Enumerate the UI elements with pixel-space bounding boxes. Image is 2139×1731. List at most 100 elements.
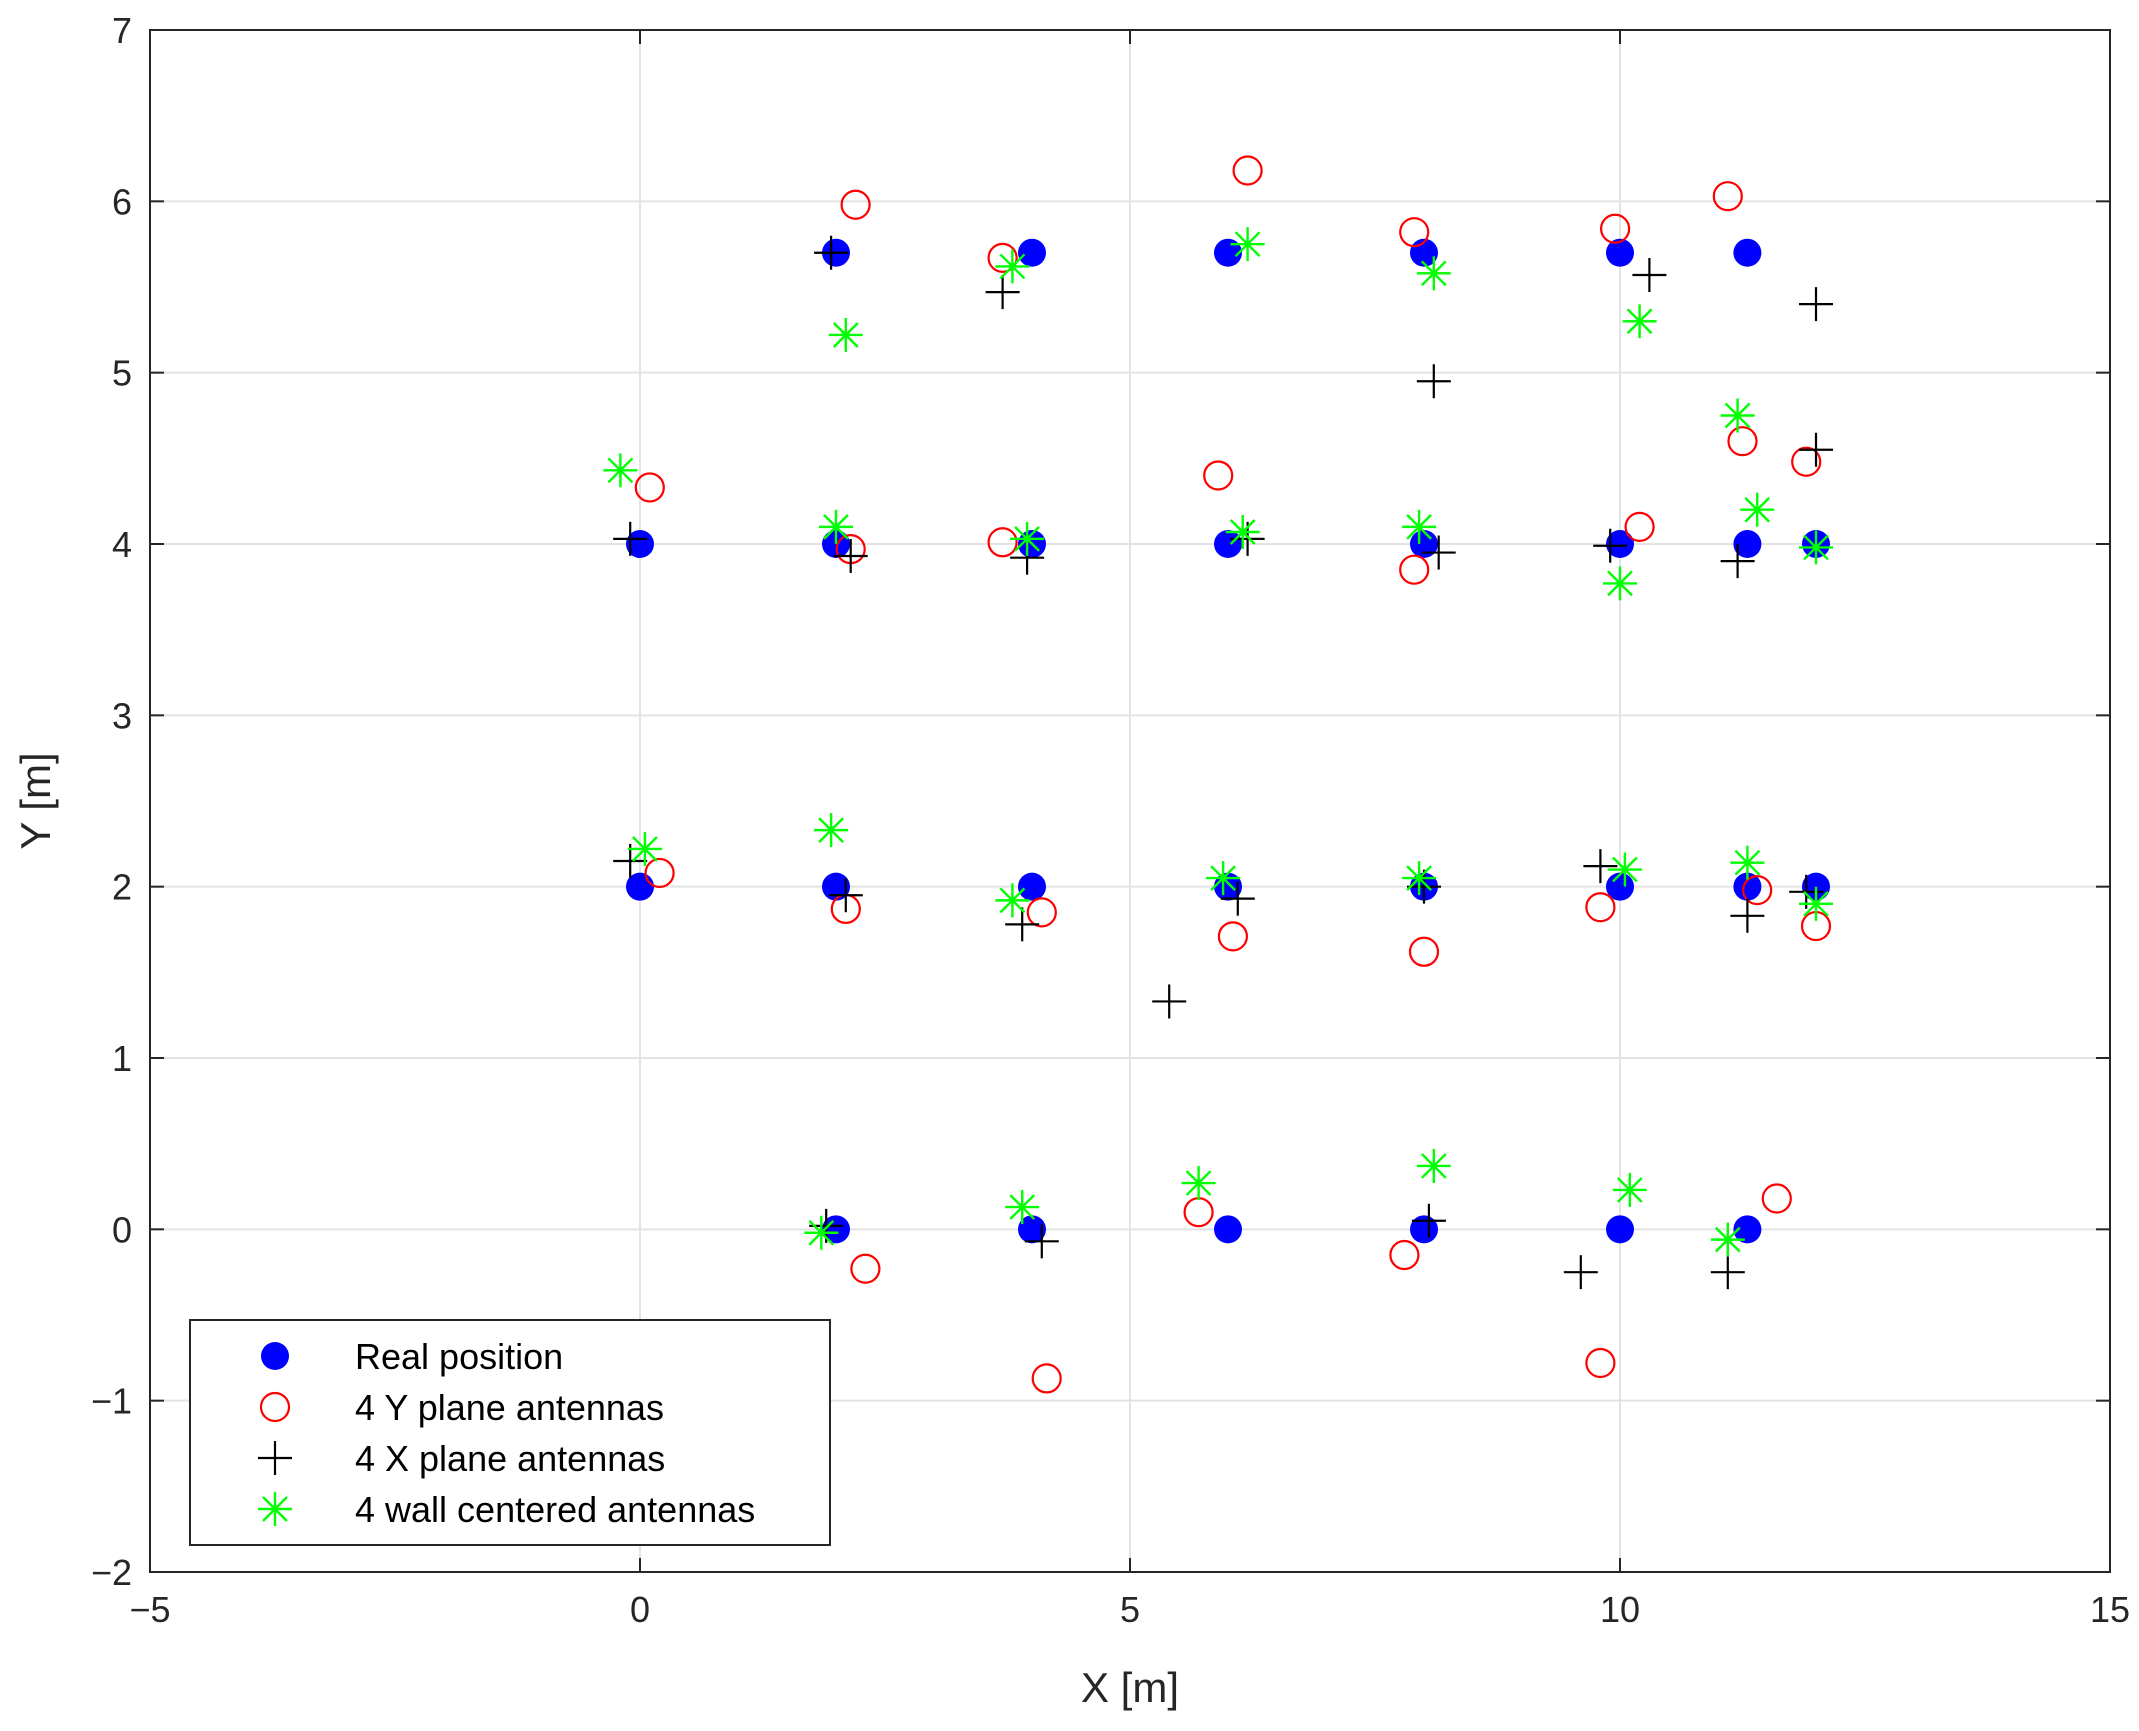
legend-label: Real position — [355, 1336, 563, 1377]
data-point-open-circle — [1399, 217, 1430, 248]
data-point-asterisk — [1740, 492, 1775, 527]
data-point-filled-circle — [1214, 238, 1242, 267]
data-point-asterisk — [1416, 256, 1451, 291]
data-point-open-circle — [987, 242, 1018, 273]
data-point-open-circle — [1408, 936, 1440, 967]
data-point-plus — [833, 538, 868, 573]
data-point-open-circle — [644, 857, 675, 889]
data-point-open-circle — [1791, 446, 1822, 477]
data-point-open-circle — [1203, 460, 1234, 491]
data-point-filled-circle — [1214, 1215, 1242, 1244]
data-point-asterisk — [1206, 861, 1241, 896]
data-point-asterisk — [1607, 852, 1642, 887]
data-point-open-circle — [1026, 897, 1057, 928]
data-point-filled-circle — [1733, 872, 1762, 901]
data-point-open-circle — [634, 472, 665, 503]
y-tick-label: 7 — [112, 10, 132, 51]
data-point-asterisk — [603, 453, 638, 488]
data-point-plus — [1720, 544, 1755, 579]
y-tick-label: 3 — [112, 695, 132, 736]
data-point-asterisk — [1010, 521, 1045, 556]
data-point-plus — [1005, 907, 1040, 942]
legend: Real position 4 Y plane antennas 4 X plane… — [189, 1319, 831, 1546]
legend-label: 4 X plane antennas — [355, 1438, 665, 1479]
data-point-filled-circle — [1410, 530, 1438, 558]
data-point-plus — [1632, 258, 1667, 293]
data-point-open-circle — [840, 189, 871, 220]
x-tick-label: 15 — [2090, 1589, 2130, 1630]
y-axis-label: Y [m] — [12, 752, 59, 849]
data-point-open-circle — [1399, 554, 1430, 585]
legend-label: 4 wall centered antennas — [355, 1489, 755, 1530]
legend-marker-asterisk — [258, 1492, 292, 1526]
data-point-asterisk — [1402, 509, 1437, 544]
data-point-asterisk — [1416, 1148, 1451, 1183]
data-point-plus — [613, 521, 648, 556]
data-point-filled-circle — [1606, 1215, 1634, 1244]
data-point-asterisk — [1005, 1190, 1040, 1225]
data-point-plus — [814, 235, 849, 270]
data-point-asterisk — [1710, 1222, 1745, 1257]
x-tick-label: −5 — [129, 1589, 170, 1630]
data-point-plus — [1407, 869, 1441, 904]
data-point-asterisk — [814, 813, 849, 848]
data-point-open-circle — [1232, 155, 1263, 186]
data-point-open-circle — [987, 527, 1018, 558]
y-tick-label: 5 — [112, 353, 132, 394]
data-point-asterisk — [1603, 566, 1637, 601]
series-asterisk — [603, 227, 1833, 1257]
data-point-open-circle — [1217, 921, 1249, 952]
data-point-filled-circle — [1018, 872, 1046, 901]
legend-marker-plus — [258, 1441, 292, 1475]
y-tick-label: −2 — [91, 1552, 132, 1593]
data-point-plus — [1593, 528, 1628, 563]
data-point-asterisk — [1720, 398, 1755, 433]
data-point-filled-circle — [1606, 872, 1634, 901]
legend-label: 4 Y plane antennas — [355, 1387, 664, 1428]
data-point-asterisk — [1799, 886, 1833, 921]
y-tick-label: 2 — [112, 867, 132, 908]
legend-box — [189, 1319, 831, 1546]
y-tick-label: 1 — [112, 1038, 132, 1079]
data-point-filled-circle — [1606, 530, 1634, 558]
data-point-asterisk — [1402, 861, 1437, 896]
data-point-filled-circle — [1018, 1215, 1046, 1244]
data-point-filled-circle — [1802, 872, 1830, 901]
data-point-open-circle — [1389, 1239, 1420, 1271]
data-point-asterisk — [804, 1215, 839, 1250]
data-point-asterisk — [1225, 515, 1260, 550]
data-point-open-circle — [1712, 181, 1743, 212]
data-point-plus — [1563, 1255, 1598, 1290]
data-point-asterisk — [995, 249, 1030, 284]
data-point-open-circle — [1585, 892, 1616, 923]
data-point-asterisk — [828, 317, 863, 352]
data-point-filled-circle — [1214, 530, 1242, 558]
data-point-plus — [1710, 1255, 1745, 1290]
data-point-plus — [1799, 432, 1833, 467]
data-point-open-circle — [1624, 511, 1655, 542]
data-point-filled-circle — [822, 1215, 850, 1244]
data-point-filled-circle — [1733, 1215, 1762, 1244]
legend-marker-open-circle — [259, 1391, 291, 1423]
data-point-filled-circle — [1606, 238, 1634, 267]
x-tick-label: 10 — [1600, 1589, 1640, 1630]
data-point-open-circle — [1585, 1347, 1616, 1379]
data-point-asterisk — [1612, 1172, 1647, 1207]
legend-marker-filled-circle — [261, 1342, 289, 1370]
x-tick-label: 0 — [630, 1589, 650, 1630]
series-plus — [613, 235, 1833, 1290]
data-point-plus — [985, 275, 1020, 310]
data-point-asterisk — [819, 509, 853, 544]
y-tick-label: −1 — [91, 1381, 132, 1422]
data-point-plus — [1411, 1203, 1446, 1238]
data-point-plus — [1730, 898, 1765, 933]
data-point-asterisk — [627, 831, 662, 866]
data-point-open-circle — [1742, 874, 1773, 906]
data-point-plus — [1024, 1224, 1059, 1259]
data-point-asterisk — [1181, 1166, 1216, 1201]
data-point-plus — [1152, 984, 1187, 1019]
data-point-plus — [1799, 287, 1833, 322]
data-point-filled-circle — [1410, 1215, 1438, 1244]
data-series — [603, 155, 1833, 1394]
